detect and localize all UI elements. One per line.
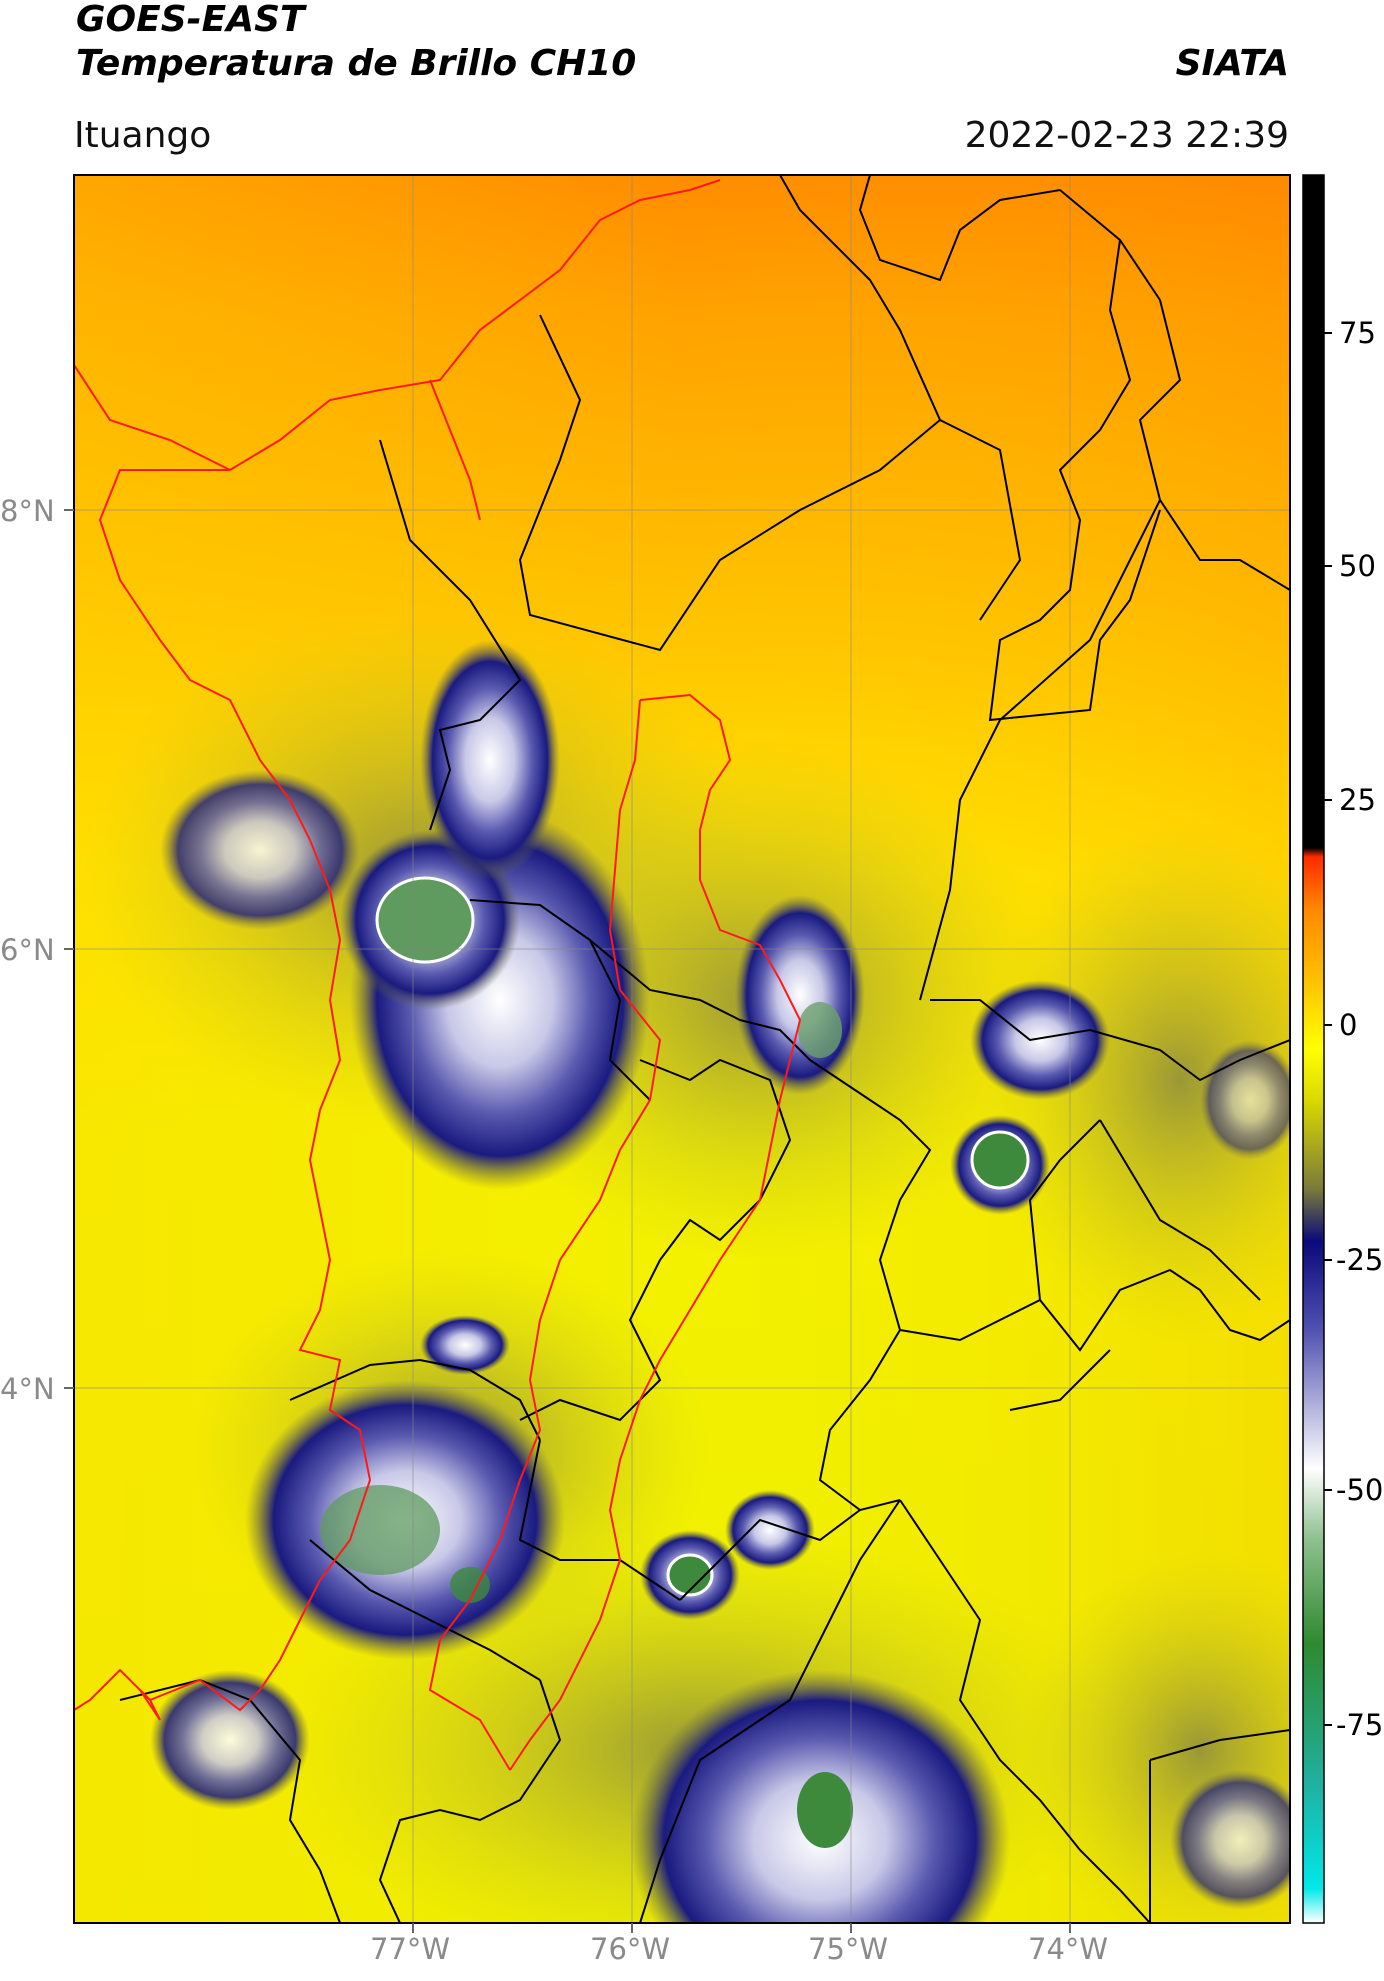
lon-label-74w: 74°W	[1028, 1932, 1109, 1966]
lat-label-8n: 8°N	[0, 494, 55, 528]
lon-label-75w: 75°W	[808, 1932, 889, 1966]
coastline-and-basin	[74, 179, 802, 1771]
map-frame	[73, 174, 1291, 1924]
colorbar-tick-25: 25	[1339, 783, 1376, 817]
lon-label-77w: 77°W	[370, 1932, 451, 1966]
lon-label-76w: 76°W	[590, 1932, 671, 1966]
colorbar-tick-50: 50	[1339, 549, 1376, 583]
location-label: Ituango	[74, 115, 212, 156]
datetime-label: 2022-02-23 22:39	[964, 115, 1289, 156]
satellite-title: GOES-EAST	[76, 0, 305, 40]
colorbar-tick-75: 75	[1339, 316, 1376, 350]
satellite-image	[74, 175, 1290, 1923]
product-title: Temperatura de Brillo CH10	[76, 43, 637, 84]
lat-label-6n: 6°N	[0, 933, 55, 967]
org-label: SIATA	[1175, 43, 1289, 84]
colorbar-tick-0: 0	[1339, 1008, 1358, 1042]
graticule	[74, 175, 1290, 1923]
colorbar	[1302, 174, 1332, 1924]
colorbar-tick-minus75: -75	[1336, 1708, 1384, 1742]
lat-label-4n: 4°N	[0, 1372, 55, 1406]
department-borders	[119, 175, 1290, 1923]
colorbar-tick-minus50: -50	[1336, 1473, 1384, 1507]
colorbar-tick-minus25: -25	[1336, 1243, 1384, 1277]
